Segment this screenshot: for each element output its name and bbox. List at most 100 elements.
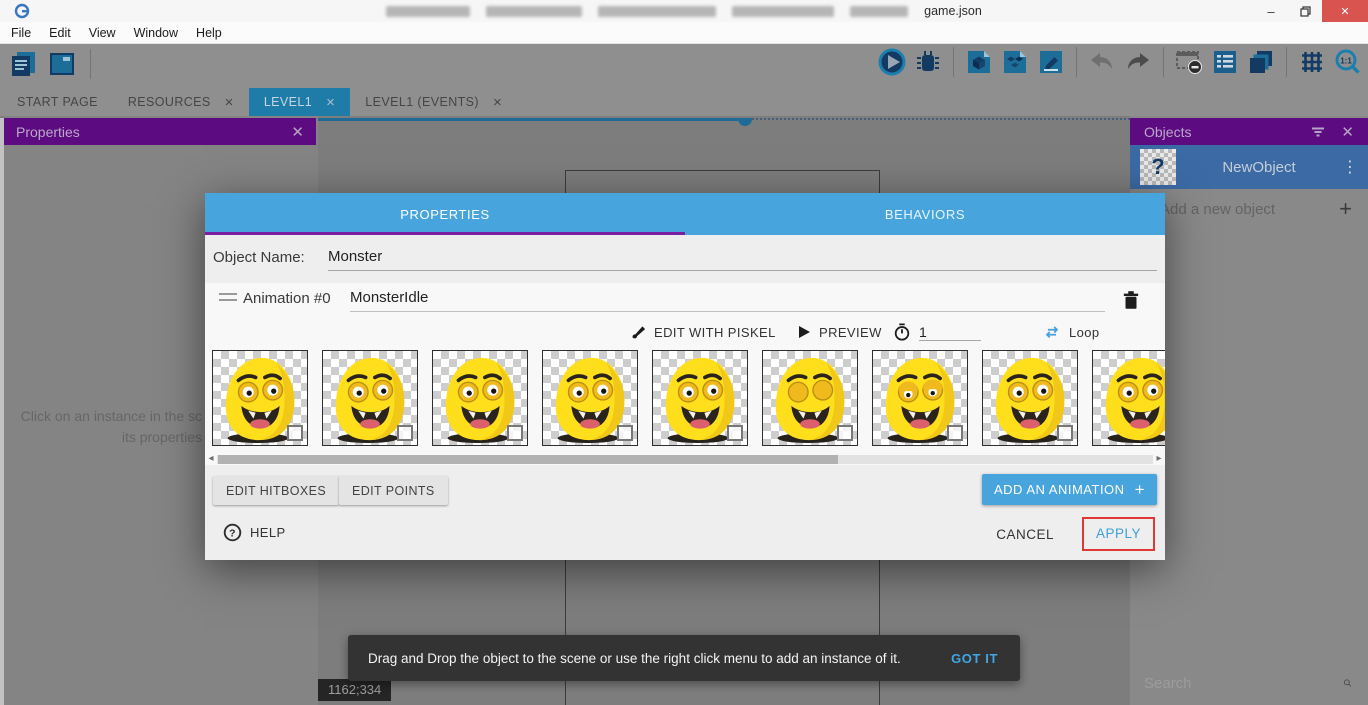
edit-hitboxes-button[interactable]: EDIT HITBOXES xyxy=(213,476,340,505)
objects-panel-header: Objects ✕ xyxy=(1130,118,1368,145)
apply-highlight-box: APPLY xyxy=(1081,517,1155,551)
undo-icon[interactable] xyxy=(1087,47,1117,77)
tab-level1[interactable]: LEVEL1 × xyxy=(248,88,351,116)
menu-edit[interactable]: Edit xyxy=(49,25,71,40)
frame-checkbox[interactable] xyxy=(947,425,963,441)
delete-animation-icon[interactable] xyxy=(1120,288,1142,312)
help-button[interactable]: ? HELP xyxy=(223,523,286,542)
menu-window[interactable]: Window xyxy=(133,25,179,40)
objects-panel xyxy=(1130,116,1368,705)
tab-level1-events[interactable]: LEVEL1 (EVENTS) × xyxy=(350,88,517,116)
tab-resources[interactable]: RESOURCES × xyxy=(113,88,249,116)
tab-close-icon[interactable]: × xyxy=(492,93,503,111)
grid-icon[interactable] xyxy=(1297,47,1327,77)
scene-zoom-slider-thumb[interactable] xyxy=(738,118,752,126)
layers-icon[interactable] xyxy=(1246,47,1276,77)
zoom-one-to-one-icon[interactable]: 1:1 xyxy=(1333,47,1363,77)
object-name-label: Object Name: xyxy=(213,249,305,266)
animation-frame[interactable] xyxy=(1092,350,1165,446)
menu-help[interactable]: Help xyxy=(196,25,222,40)
frame-checkbox[interactable] xyxy=(727,425,743,441)
animation-frame[interactable] xyxy=(212,350,308,446)
instances-list-icon[interactable] xyxy=(1210,47,1240,77)
apply-button[interactable]: APPLY xyxy=(1095,526,1141,541)
search-input[interactable] xyxy=(1144,674,1343,692)
scrollbar-track[interactable] xyxy=(217,454,1153,464)
document-title: game.json xyxy=(924,4,982,18)
menu-view[interactable]: View xyxy=(88,25,116,40)
minimize-button[interactable]: – xyxy=(1267,3,1275,19)
object-name-input[interactable] xyxy=(328,243,1157,271)
tab-label: LEVEL1 xyxy=(263,95,313,109)
object-list-item-selected[interactable]: ? NewObject ⋮ xyxy=(1130,145,1368,189)
close-button[interactable]: ✕ xyxy=(1322,0,1368,22)
close-panel-icon[interactable]: ✕ xyxy=(291,123,304,141)
frame-checkbox[interactable] xyxy=(507,425,523,441)
animation-frame[interactable] xyxy=(982,350,1078,446)
add-animation-button[interactable]: ADD AN ANIMATION + xyxy=(982,474,1157,505)
filter-icon[interactable] xyxy=(1309,123,1327,141)
play-icon[interactable] xyxy=(877,47,907,77)
loop-toggle[interactable]: Loop xyxy=(1043,320,1100,344)
cancel-button[interactable]: CANCEL xyxy=(990,519,1060,550)
toolbar-separator xyxy=(90,49,91,79)
scroll-left-icon[interactable]: ◂ xyxy=(208,453,214,464)
redo-icon[interactable] xyxy=(1123,47,1153,77)
animation-label: Animation #0 xyxy=(243,290,331,307)
tab-close-icon[interactable]: × xyxy=(326,93,336,111)
animation-frame[interactable] xyxy=(322,350,418,446)
preview-label: PREVIEW xyxy=(819,324,882,340)
animation-name-input[interactable] xyxy=(350,284,1105,312)
restore-button[interactable] xyxy=(1288,0,1322,22)
animation-frame[interactable] xyxy=(432,350,528,446)
frame-checkbox[interactable] xyxy=(1057,425,1073,441)
frame-checkbox[interactable] xyxy=(617,425,633,441)
cursor-coordinates: 1162;334 xyxy=(318,679,392,701)
preview-button[interactable]: PREVIEW xyxy=(797,320,882,344)
edit-with-piskel-button[interactable]: EDIT WITH PISKEL xyxy=(630,320,776,344)
object-menu-icon[interactable]: ⋮ xyxy=(1342,159,1358,176)
tab-label: START PAGE xyxy=(17,95,98,109)
project-manager-icon[interactable] xyxy=(8,49,38,79)
menu-file[interactable]: File xyxy=(11,25,32,40)
frame-checkbox[interactable] xyxy=(287,425,303,441)
search-icon[interactable] xyxy=(1343,673,1352,693)
animation-frame[interactable] xyxy=(872,350,968,446)
toolbar-separator xyxy=(1286,47,1287,77)
add-animation-label: ADD AN ANIMATION xyxy=(994,482,1125,497)
dialog-tab-properties[interactable]: PROPERTIES xyxy=(400,206,490,222)
tab-start-page[interactable]: START PAGE xyxy=(2,88,113,116)
title-bar: game.json – ✕ xyxy=(0,0,1368,22)
frame-checkbox[interactable] xyxy=(397,425,413,441)
edit-points-button[interactable]: EDIT POINTS xyxy=(339,476,448,505)
scroll-right-icon[interactable]: ▸ xyxy=(1156,453,1162,464)
dialog-tab-behaviors[interactable]: BEHAVIORS xyxy=(884,206,966,222)
frames-strip xyxy=(205,350,1165,450)
add-object-row[interactable]: Add a new object + xyxy=(1130,194,1368,224)
scrollbar-thumb[interactable] xyxy=(218,454,838,464)
scene-properties-icon[interactable] xyxy=(1036,47,1066,77)
brush-icon xyxy=(632,326,646,339)
scene-zoom-slider-track[interactable] xyxy=(318,118,738,121)
objects-editor-icon[interactable] xyxy=(964,47,994,77)
object-groups-icon[interactable] xyxy=(1000,47,1030,77)
close-panel-icon[interactable]: ✕ xyxy=(1341,123,1354,141)
animation-frame[interactable] xyxy=(762,350,858,446)
scene-zoom-slider-track-right[interactable] xyxy=(752,118,1130,120)
tab-close-icon[interactable]: × xyxy=(224,93,234,111)
mask-instance-icon[interactable] xyxy=(1174,47,1204,77)
animation-frame[interactable] xyxy=(652,350,748,446)
debug-icon[interactable] xyxy=(913,47,943,77)
objects-search-row xyxy=(1130,663,1368,703)
time-between-frames-input[interactable] xyxy=(919,323,981,341)
frames-scrollbar[interactable]: ◂ ▸ xyxy=(205,453,1165,465)
help-icon: ? xyxy=(223,523,242,542)
animation-frame[interactable] xyxy=(542,350,638,446)
start-page-icon[interactable] xyxy=(47,49,77,79)
drag-handle-icon[interactable] xyxy=(219,293,237,301)
got-it-button[interactable]: GOT IT xyxy=(949,645,1000,672)
plus-icon[interactable]: + xyxy=(1339,196,1352,221)
frame-checkbox[interactable] xyxy=(837,425,853,441)
tab-label: RESOURCES xyxy=(127,95,211,109)
